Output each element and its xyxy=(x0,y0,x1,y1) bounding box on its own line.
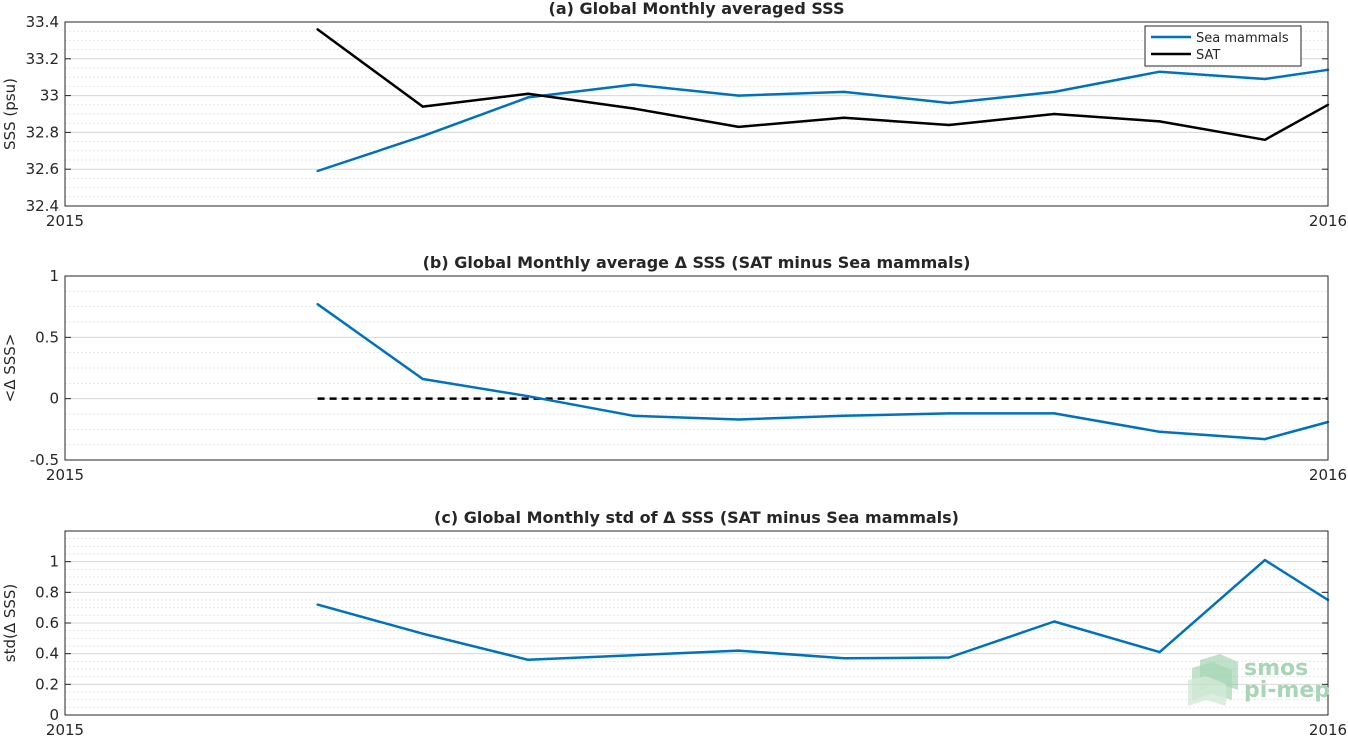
data-point xyxy=(1158,70,1161,73)
logo-graphic xyxy=(1188,654,1238,706)
data-point xyxy=(526,658,530,661)
data-point xyxy=(421,377,425,381)
smos-pi-mep-logo: smos pi-mep xyxy=(1188,654,1330,706)
x-tick-label: 2015 xyxy=(46,212,84,230)
y-tick-label: 0.2 xyxy=(35,675,59,693)
logo-text-line2: pi-mep xyxy=(1244,678,1330,703)
data-point xyxy=(632,83,635,86)
x-tick-label: 2016 xyxy=(1309,466,1347,484)
data-point xyxy=(1263,437,1267,441)
x-tick-label: 2016 xyxy=(1309,212,1347,230)
y-tick-label: -0.5 xyxy=(30,451,59,469)
data-point xyxy=(526,395,530,398)
y-tick-label: 0.8 xyxy=(35,583,59,601)
data-point xyxy=(1053,412,1056,415)
axes-frame xyxy=(64,530,1329,716)
legend-entry: Sea mammals xyxy=(1196,31,1289,46)
data-point xyxy=(632,107,635,110)
chart-title: (a) Global Monthly averaged SSS xyxy=(549,0,845,18)
y-axis-label: SSS (psu) xyxy=(1,78,19,150)
y-tick-label: 1 xyxy=(49,267,59,285)
series-line xyxy=(316,303,1329,441)
data-point xyxy=(1158,650,1161,654)
data-point xyxy=(947,123,951,127)
data-point xyxy=(316,303,319,306)
data-point xyxy=(1053,112,1056,116)
data-point xyxy=(842,414,846,418)
data-point xyxy=(526,96,530,99)
legend: Sea mammals SAT xyxy=(1144,25,1302,67)
axes-frame xyxy=(64,275,1329,461)
data-point xyxy=(1053,620,1056,623)
data-point xyxy=(842,657,846,660)
x-tick-label: 2016 xyxy=(1309,721,1347,736)
data-point xyxy=(947,656,951,659)
y-axis-label: <Δ SSS> xyxy=(1,334,19,403)
y-tick-label: 1 xyxy=(49,553,59,571)
data-point xyxy=(1158,120,1161,123)
data-point xyxy=(737,94,740,97)
y-tick-label: 0.5 xyxy=(35,328,59,346)
y-tick-label: 0.4 xyxy=(35,645,59,663)
y-axis-label: std(Δ SSS) xyxy=(1,584,19,663)
data-point xyxy=(1053,90,1056,94)
y-tick-label: 0 xyxy=(49,390,59,408)
chart-panel-2: -0.5 0 0.5 1 2015 2016 (b) Global Monthly aver… xyxy=(1,253,1347,484)
data-point xyxy=(1158,430,1161,433)
data-point xyxy=(842,116,846,119)
y-tick-label: 0 xyxy=(49,706,59,724)
data-point xyxy=(1263,558,1267,562)
data-point xyxy=(737,125,740,129)
chart-panel-1: 32.4 32.6 32.8 33 33.2 33.4 2015 2016 (a) Global… xyxy=(1,0,1347,230)
y-tick-label: 32.4 xyxy=(26,197,59,215)
axes-frame xyxy=(64,21,1329,207)
data-point xyxy=(316,28,319,31)
chart-title: (b) Global Monthly average Δ SSS (SAT mi… xyxy=(423,253,971,272)
y-tick-label: 32.6 xyxy=(26,160,59,178)
data-point xyxy=(947,101,951,105)
series-line xyxy=(317,558,1329,662)
chart-title: (c) Global Monthly std of Δ SSS (SAT min… xyxy=(434,508,959,527)
data-point xyxy=(737,418,740,421)
y-tick-label: 33.2 xyxy=(26,50,59,68)
data-point xyxy=(526,92,530,95)
data-point xyxy=(421,134,425,138)
data-point xyxy=(421,105,425,108)
y-tick-label: 33.4 xyxy=(26,13,59,31)
legend-entry: SAT xyxy=(1196,48,1220,63)
chart-panel-3: 0 0.2 0.4 0.6 0.8 1 2015 2016 (c) Global Monthly… xyxy=(1,508,1347,736)
data-point xyxy=(421,632,425,635)
data-point xyxy=(316,169,319,173)
logo-text-line1: smos xyxy=(1244,656,1308,681)
data-point xyxy=(632,654,635,657)
data-point xyxy=(316,603,319,606)
data-point xyxy=(1263,138,1267,141)
data-point xyxy=(1263,77,1267,81)
y-tick-label: 33 xyxy=(40,87,59,105)
data-point xyxy=(947,412,951,415)
y-tick-label: 0.6 xyxy=(35,614,59,632)
x-tick-label: 2015 xyxy=(46,721,84,736)
x-tick-label: 2015 xyxy=(46,466,84,484)
data-point xyxy=(842,90,846,94)
data-point xyxy=(632,414,635,418)
data-point xyxy=(737,649,740,652)
y-tick-label: 32.8 xyxy=(26,123,59,141)
legend-box xyxy=(1144,25,1302,67)
